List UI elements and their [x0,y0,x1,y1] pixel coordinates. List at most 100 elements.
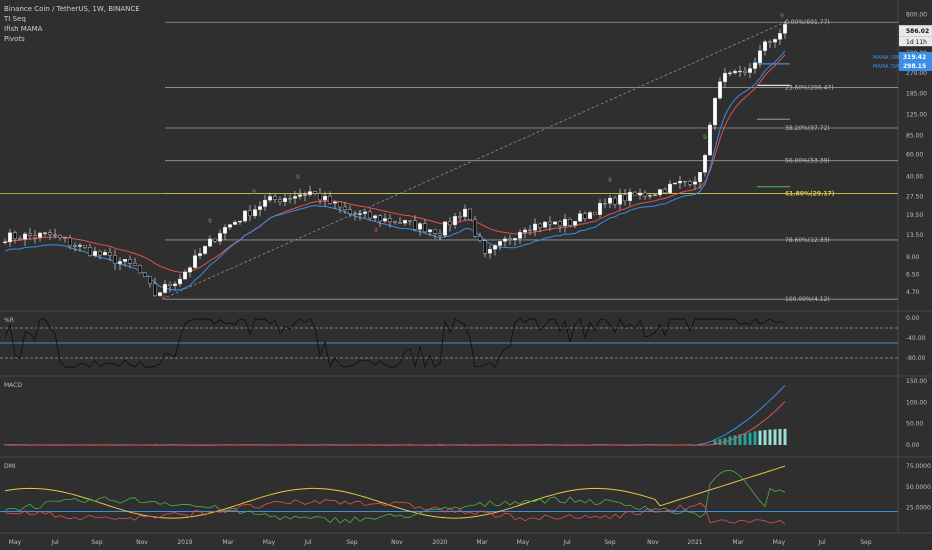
candle [92,250,97,256]
macd-hist-bar [728,436,732,445]
time-tick-1: Jul [50,539,59,546]
candle [167,284,172,286]
fib-label-5: 78.60%(12.33) [785,237,830,244]
candle [368,211,373,219]
macd-hist-bar [773,429,777,445]
candle [318,193,323,201]
candle [668,183,673,193]
candle [598,203,603,215]
candle [222,227,227,234]
candle [288,198,293,200]
time-tick-18: May [773,539,786,546]
price-tick-3: 270.00 [906,70,927,77]
time-tick-0: May [9,539,22,546]
mama-value-0: 319.42 [903,54,926,61]
time-tick-12: May [517,539,530,546]
seq-label-1: 9 [208,218,212,225]
candle [363,211,368,214]
mama-name-0: MAMA (SMA) [873,55,905,61]
wr-line [4,317,786,369]
candle [708,124,713,156]
candle [358,213,363,215]
candle [147,276,152,284]
candle [212,238,217,242]
macd-hist-bar [768,429,772,445]
candle [718,81,723,99]
candle [638,192,643,196]
price-tick-5: 125.00 [906,112,927,119]
candle [488,249,493,254]
candle [383,218,388,222]
candle [112,254,117,264]
candle [483,240,488,254]
macd-hist-bar [778,429,782,445]
candle [553,221,558,225]
candle [573,221,578,226]
candle [688,181,693,185]
candle [38,232,43,238]
mama-line [4,50,786,291]
seq-label-0: 9 [162,295,166,302]
last-price-label: 586.02 [906,28,929,35]
candle [132,263,137,266]
candle [613,197,618,205]
candle [63,237,68,239]
candle [313,191,318,194]
candle [443,221,448,236]
indicator-pivots[interactable]: Pivots [4,35,25,43]
candle [683,180,688,183]
candle [192,255,197,268]
candle [448,221,453,226]
macd-line [4,384,786,446]
mama-value-box-0 [899,52,932,62]
candle [783,24,788,34]
candle [438,233,443,236]
symbol-title[interactable]: Binance Coin / TetherUS, 1W, BINANCE [4,5,140,13]
candle [227,224,232,228]
indicator-ifish-mama[interactable]: Ifish MAMA [4,25,43,33]
seq-label-3: 9 [296,174,300,181]
candle [152,283,157,296]
candle [583,213,588,219]
candle [207,238,212,247]
candle [398,222,403,224]
candle [618,194,623,205]
wr-title: %R [4,317,14,324]
chart-header: Binance Coin / TetherUS, 1W, BINANCE TI … [4,4,140,44]
candle [33,235,38,238]
candle [433,229,438,234]
candle [473,219,478,237]
candle [378,215,383,222]
time-tick-7: Jul [303,539,312,546]
dmi-tick-2: 25.0000 [906,504,931,511]
wr-tick-1: -40.00 [906,335,926,342]
seq-label-4: 9 [374,227,378,234]
candle [343,206,348,210]
candle [298,194,303,197]
candle [678,180,683,184]
candle [182,271,187,280]
candle [723,72,728,82]
macd-hist-bar [758,430,762,445]
candle [162,284,167,293]
candle [758,50,763,63]
candle [523,229,528,233]
candle [393,221,398,223]
candle [563,219,568,227]
macd-title: MACD [4,382,22,389]
time-tick-6: May [263,539,276,546]
candle [628,191,633,201]
macd-hist-bar [748,432,752,445]
candle [107,252,112,256]
candle [283,198,288,202]
seq-label-2: 9 [252,189,256,196]
candle [172,283,177,286]
candle [733,70,738,74]
di-minus-line [4,499,786,525]
macd-hist-bar [763,430,767,445]
candle [578,213,583,222]
candle [18,238,23,240]
indicator-ti-seq[interactable]: TI Seq [4,15,26,23]
candle [137,265,142,274]
